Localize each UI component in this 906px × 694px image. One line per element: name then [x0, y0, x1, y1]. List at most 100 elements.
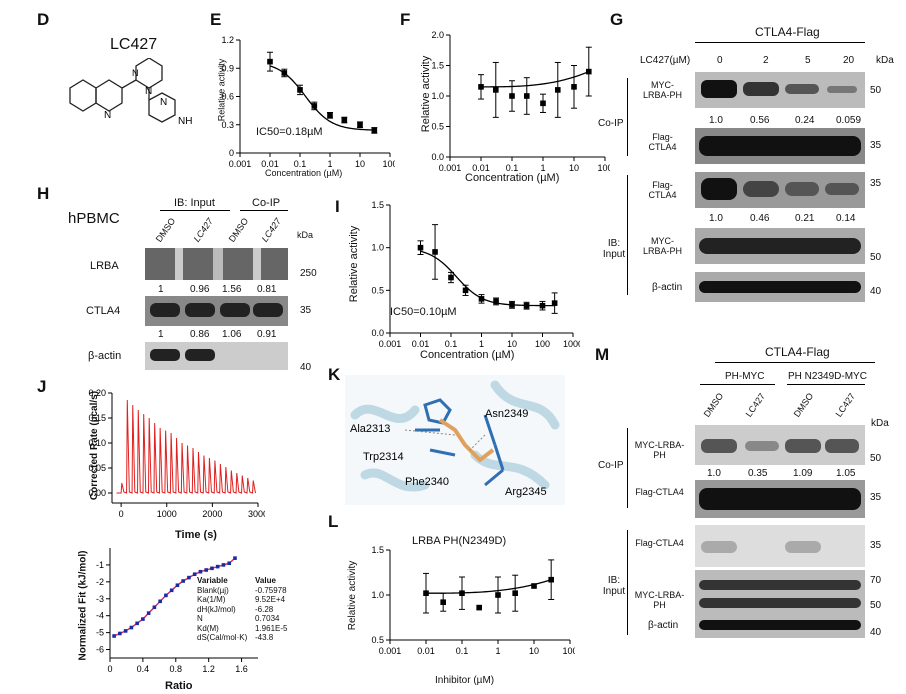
- x-tick-label: 0.001: [379, 339, 402, 349]
- g-blot-row4: [695, 272, 865, 302]
- isotherm-point: [204, 568, 208, 572]
- m-blot-row3: [695, 570, 865, 638]
- j-var-5: dS(Cal/mol·K): [197, 633, 248, 642]
- g-header-line: [695, 42, 865, 43]
- isotherm-point: [169, 588, 174, 593]
- j-table-head-0: Variable: [197, 576, 228, 585]
- ic50-label-i: IC50=0.10µM: [390, 306, 457, 318]
- ic50-label-e: IC50=0.18µM: [256, 126, 323, 138]
- m-header: CTLA4-Flag: [765, 345, 830, 359]
- g-coip-bracket: [627, 78, 628, 156]
- x-tick-label: 1.6: [235, 664, 248, 674]
- y-tick-label: -3: [96, 594, 104, 604]
- data-point: [531, 583, 537, 589]
- g-row3-mw: 50: [870, 252, 882, 263]
- j-table-head-1: Value: [255, 576, 276, 585]
- g-conc-1: 2: [763, 55, 769, 66]
- data-point: [512, 590, 518, 596]
- y-tick-label: 0.00: [88, 488, 106, 498]
- j-val-2: -6.28: [255, 604, 274, 614]
- m-coip-bracket: [627, 428, 628, 508]
- xlabel-i: Concentration (µM): [420, 349, 515, 361]
- x-tick-label: 0.1: [445, 339, 458, 349]
- y-tick-label: -4: [96, 611, 104, 621]
- data-point: [311, 103, 318, 109]
- svg-text:N: N: [104, 110, 111, 121]
- panel-label-e: E: [210, 10, 222, 29]
- panel-label-m: M: [595, 345, 610, 364]
- g-q0-0: 1.0: [709, 115, 723, 126]
- h-q1-3: 0.91: [257, 329, 277, 340]
- svg-text:N: N: [132, 68, 139, 78]
- g-row2-mw: 35: [870, 178, 882, 189]
- x-tick-label: 0.1: [506, 163, 519, 173]
- j-bot-ylabel: Normalized Fit (kJ/mol): [77, 550, 89, 661]
- panel-label-k: K: [328, 365, 341, 384]
- l-title: LRBA PH(N2349D): [412, 535, 507, 547]
- h-lane-2: DMSO: [226, 216, 251, 244]
- m-blot-row0: [695, 425, 865, 465]
- data-point: [423, 590, 429, 596]
- g-q2-2: 0.21: [795, 213, 815, 224]
- fit-curve: [425, 579, 552, 594]
- isotherm-point: [210, 566, 214, 571]
- m-ib-input-label: IB: Input: [602, 575, 626, 597]
- isotherm-point: [181, 579, 185, 583]
- j-top-xlabel: Time (s): [175, 529, 217, 541]
- x-tick-label: 0: [107, 664, 112, 674]
- m-q0-3: 1.05: [836, 468, 856, 479]
- x-tick-label: 100: [562, 646, 575, 656]
- h-input-line: [160, 210, 230, 211]
- svg-text:N: N: [160, 97, 167, 108]
- h-row0-label: LRBA: [90, 260, 119, 272]
- m-row3-label: MYC-LRBA-PH: [634, 590, 685, 610]
- isotherm-point: [233, 556, 237, 560]
- h-row2-label: β-actin: [88, 350, 122, 362]
- m-group1: PH-MYC: [725, 371, 765, 382]
- h-row2-mw: 40: [300, 362, 312, 373]
- g-row2-label: Flag-CTLA4: [648, 180, 677, 200]
- h-kda: kDa: [297, 230, 314, 240]
- data-point: [327, 112, 333, 119]
- g-q0-1: 0.56: [750, 115, 770, 126]
- h-coip-line: [240, 210, 288, 211]
- x-tick-label: 10: [355, 159, 365, 169]
- x-tick-label: 1: [495, 646, 500, 656]
- g-row4-mw: 40: [870, 286, 882, 297]
- m-lane-3: LC427: [833, 391, 857, 419]
- isotherm-point: [215, 564, 220, 569]
- data-point: [493, 298, 499, 305]
- data-point: [281, 70, 288, 76]
- data-point: [448, 274, 454, 281]
- h-lane-1: LC427: [191, 216, 215, 244]
- data-point: [539, 302, 546, 309]
- h-coip: Co-IP: [252, 197, 281, 209]
- data-point: [548, 576, 554, 583]
- residue-asn2349: Asn2349: [485, 408, 528, 420]
- g-q2-3: 0.14: [836, 213, 856, 224]
- isotherm-point: [158, 599, 162, 604]
- g-ib-input-label: IB: Input: [602, 238, 626, 260]
- m-q0-2: 1.09: [793, 468, 813, 479]
- residue-arg2345: Arg2345: [505, 486, 547, 498]
- y-tick-label: 1.2: [221, 35, 234, 45]
- data-point: [554, 87, 561, 93]
- g-blot-row0: [695, 72, 865, 108]
- y-tick-label: 0.5: [371, 635, 384, 645]
- data-point: [509, 93, 515, 99]
- m-kda: kDa: [871, 418, 889, 429]
- h-cell: hPBMC: [68, 210, 120, 227]
- x-tick-label: 0.4: [137, 664, 150, 674]
- x-tick-label: 1: [479, 339, 484, 349]
- x-tick-label: 1: [540, 163, 545, 173]
- y-tick-label: 0.05: [88, 463, 106, 473]
- y-tick-label: 0.3: [221, 120, 234, 130]
- h-ib-input: IB: Input: [174, 197, 215, 209]
- g-input-bracket: [627, 175, 628, 295]
- chart-l: 0.001 0.01 0.1 1 10 100 0.5 1.0 1.5: [371, 545, 575, 656]
- isotherm-point: [175, 583, 180, 588]
- j-var-1: Ka(1/M): [197, 595, 226, 604]
- y-tick-label: 2.0: [431, 30, 444, 40]
- x-tick-label: 0.01: [412, 339, 430, 349]
